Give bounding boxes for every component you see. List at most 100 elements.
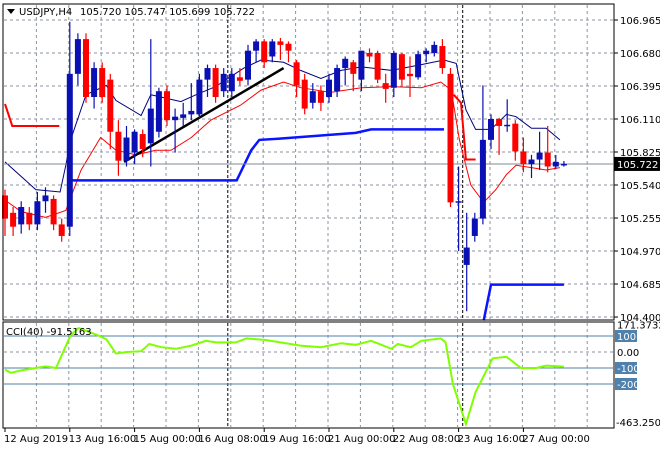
time-tick-label: 13 Aug 16:00 [69, 434, 136, 445]
candle-body [504, 124, 511, 127]
price-tick-label: 106.965 [620, 16, 660, 27]
candle-body [544, 152, 551, 167]
cci-max-label: 171.3732 [617, 321, 660, 332]
price-tick-label: 104.400 [620, 313, 660, 324]
price-tick-label: 105.540 [620, 181, 660, 192]
cci-line [4, 326, 564, 428]
cci-min-label: -463.2509 [616, 418, 660, 429]
candle-body [2, 195, 8, 219]
resistance-step-line [452, 94, 476, 161]
candle-body [423, 50, 430, 55]
resistance-step-line [4, 103, 60, 127]
candle-body [196, 79, 203, 115]
cci-level-box [615, 362, 637, 374]
candle-body [34, 201, 41, 225]
candle-body [245, 50, 251, 80]
time-tick-label: 21 Aug 00:00 [328, 434, 395, 445]
candle-body [66, 73, 73, 227]
candle-body [374, 53, 381, 80]
candle-body [342, 58, 349, 69]
candle-body [180, 114, 187, 118]
candle-body [479, 139, 486, 219]
cci-zero-label: 0.00 [617, 348, 639, 359]
candle-body [390, 53, 397, 88]
candle-body [277, 41, 284, 45]
candle-body [172, 116, 179, 121]
current-price-label: 105.722 [617, 160, 658, 171]
support-step-line [70, 128, 444, 182]
time-tick-label: 19 Aug 16:00 [263, 434, 330, 445]
cci-label: CCI(40) -91.5163 [6, 327, 92, 338]
candle-body [334, 68, 341, 92]
candle-body [285, 43, 292, 51]
candle-body [269, 41, 276, 57]
candle-body [91, 68, 98, 98]
price-tick-label: 106.110 [620, 115, 660, 126]
candle-body [131, 131, 138, 153]
candle-body [407, 73, 413, 77]
dropdown-triangle-icon[interactable] [7, 9, 15, 14]
candle-body [107, 79, 114, 132]
cci-level-box [615, 378, 637, 390]
candle-body [58, 224, 65, 236]
current-price-box [614, 156, 660, 171]
symbol-header: USDJPY,H4 [19, 7, 72, 18]
candle-body [447, 73, 454, 203]
candle-body [139, 134, 146, 150]
candle-body [26, 212, 33, 225]
candle-body [204, 68, 211, 80]
candle-body [350, 62, 357, 74]
candle-body [488, 119, 494, 140]
candle-body [536, 152, 543, 160]
candle-body [382, 83, 389, 89]
candle-body [431, 44, 438, 54]
candle-body [520, 151, 527, 165]
candle-body [358, 50, 365, 80]
time-tick-label: 22 Aug 08:00 [393, 434, 460, 445]
candle-body [50, 198, 57, 225]
candle-body [512, 123, 519, 152]
candle-body [18, 207, 25, 225]
candle-body [471, 218, 478, 236]
candle-body [123, 137, 130, 161]
candle-body [326, 79, 332, 98]
time-tick-label: 23 Aug 16:00 [458, 434, 525, 445]
period-separators [227, 5, 464, 427]
candle-body [253, 41, 260, 51]
candle-body [293, 62, 300, 86]
candle-body [455, 201, 462, 203]
time-tick-label: 27 Aug 00:00 [522, 434, 589, 445]
candle-body [155, 91, 162, 132]
candle-body [317, 91, 324, 103]
candle-body [366, 53, 373, 57]
price-tick-label: 105.255 [620, 214, 660, 225]
candle-body [496, 119, 503, 126]
time-tick-label: 12 Aug 2019 [4, 434, 68, 445]
candle-body [99, 68, 106, 98]
ma-lower-line [4, 81, 560, 218]
candle-body [83, 39, 89, 98]
candle-body [10, 212, 17, 227]
price-tick-label: 104.970 [620, 247, 660, 258]
axes: 106.965 106.680 106.395 106.110 105.825 105.5… [4, 16, 660, 445]
candle-body [228, 73, 235, 92]
support-step-line [482, 283, 564, 321]
cci-level-label: -100 [617, 364, 640, 375]
candle-body [236, 77, 243, 81]
candle-body [439, 46, 446, 69]
candles [2, 21, 567, 312]
cci-panel-frame [2, 321, 615, 429]
candle-body [309, 91, 316, 103]
price-tick-label: 106.395 [620, 82, 660, 93]
candle-body [42, 195, 49, 202]
candle-body [115, 131, 122, 161]
cci-level-label: 100 [617, 332, 636, 343]
candle-body [528, 159, 535, 165]
candle-body [212, 68, 219, 98]
candle-body [552, 161, 559, 167]
candle-body [560, 163, 567, 166]
candle-body [415, 54, 422, 78]
ohlc-header: 105.720 105.747 105.699 105.722 [80, 7, 255, 18]
